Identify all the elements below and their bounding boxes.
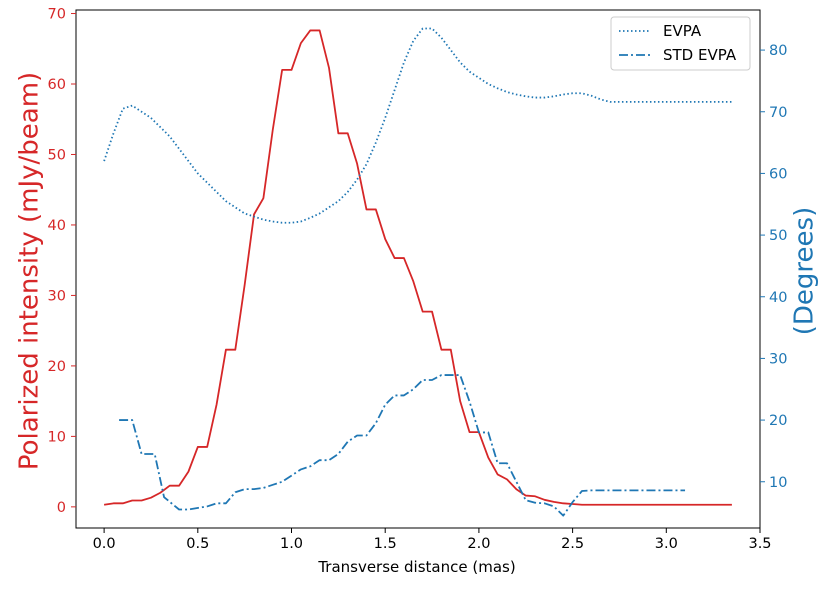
- y-right-tick-label: 60: [769, 166, 787, 182]
- y-left-tick-label: 50: [48, 147, 66, 163]
- y-left-tick-label: 20: [48, 359, 66, 375]
- axes-layer: 0.0 0.5 1.0 1.5 2.0 2.5 3.0 3.5 0 10 20 30 40 50 60 70 1…: [48, 7, 788, 552]
- y-left-tick-label: 10: [48, 429, 66, 445]
- y-right-tick-label: 40: [769, 290, 787, 306]
- y-left-tick-label: 40: [48, 218, 66, 234]
- y-right-tick-label: 50: [769, 228, 787, 244]
- y-left-tick-label: 0: [57, 500, 66, 516]
- y-left-tick-label: 60: [48, 77, 66, 93]
- y-right-tick-label: 70: [769, 105, 787, 121]
- y-right-tick-label: 10: [769, 475, 787, 491]
- legend-evpa-label: EVPA: [663, 22, 702, 40]
- polarized-intensity-line: [103, 29, 732, 506]
- x-tick-label: 3.5: [748, 536, 771, 552]
- x-tick-label: 2.0: [467, 536, 490, 552]
- y-right-tick-label: 80: [769, 43, 787, 59]
- evpa-line: [103, 27, 732, 224]
- x-tick-label: 0.0: [93, 536, 116, 552]
- x-tick-label: 3.0: [655, 536, 678, 552]
- y-axis-left-label: Polarized intensity (mJy/beam): [15, 72, 45, 470]
- series-layer: [103, 27, 732, 517]
- x-axis-label: Transverse distance (mas): [317, 558, 515, 576]
- x-tick-label: 1.5: [374, 536, 397, 552]
- std-evpa-line: [119, 374, 686, 517]
- plot-frame: [75, 9, 761, 529]
- y-axis-right-label: (Degrees): [790, 207, 820, 335]
- legend-std-evpa-label: STD EVPA: [663, 46, 737, 64]
- legend: EVPA STD EVPA: [610, 16, 751, 71]
- y-left-tick-label: 30: [48, 288, 66, 304]
- x-tick-label: 0.5: [186, 536, 209, 552]
- x-tick-label: 1.0: [280, 536, 303, 552]
- legend-box: [610, 16, 751, 71]
- y-right-tick-label: 30: [769, 351, 787, 367]
- y-right-tick-label: 20: [769, 413, 787, 429]
- x-tick-label: 2.5: [561, 536, 584, 552]
- y-left-tick-label: 70: [48, 7, 66, 23]
